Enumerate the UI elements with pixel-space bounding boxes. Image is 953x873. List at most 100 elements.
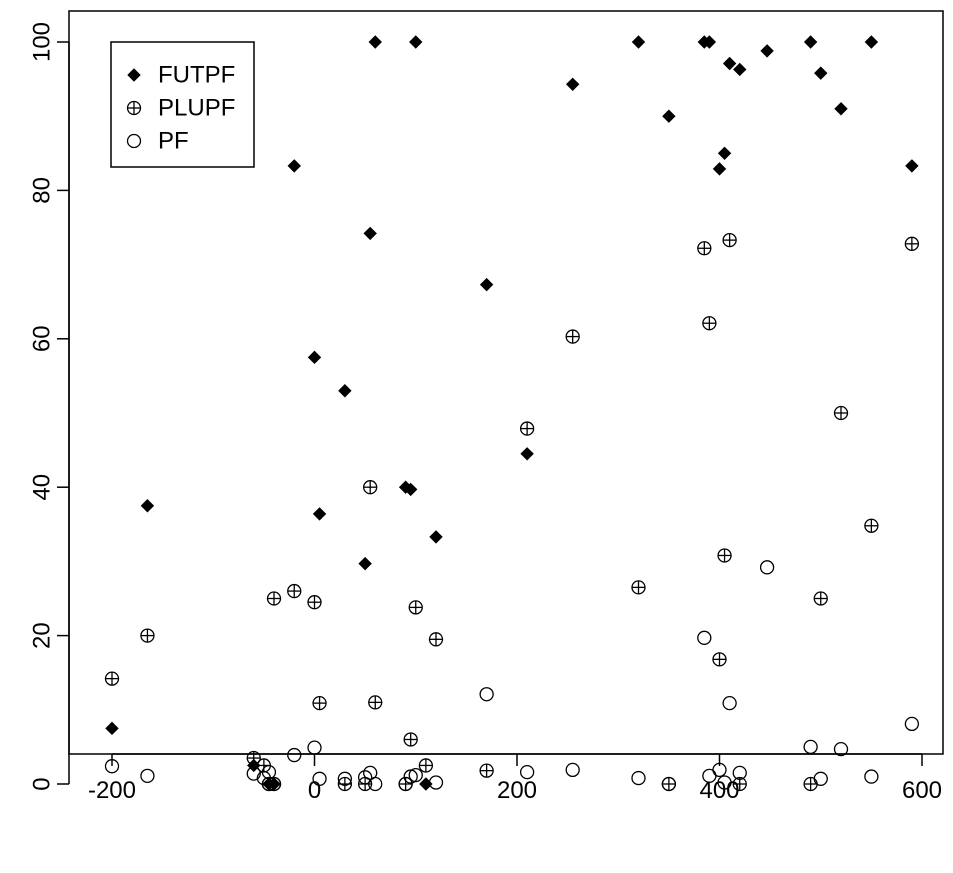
y-tick-label: 60 — [29, 325, 56, 352]
data-point-pf — [261, 776, 277, 792]
data-point-plupf — [266, 591, 282, 606]
data-point-pf — [307, 740, 322, 755]
data-point-plupf — [519, 421, 535, 436]
data-point-plupf — [418, 758, 434, 773]
data-point-plupf — [479, 763, 494, 778]
data-point-plupf — [408, 600, 423, 615]
legend-label-futpf: FUTPF — [158, 62, 235, 89]
y-tick-label: 100 — [29, 22, 56, 62]
data-point-pf — [833, 741, 849, 757]
data-point-pf — [803, 739, 818, 755]
data-point-pf — [712, 762, 727, 778]
data-point-futpf — [905, 159, 919, 173]
data-point-pf — [631, 770, 646, 786]
data-point-pf — [479, 687, 494, 702]
legend-label-plupf: PLUPF — [158, 95, 235, 122]
y-axis: 0 20 40 60 80 100 — [29, 22, 70, 791]
data-point-pf — [519, 764, 535, 780]
data-point-pf — [368, 776, 383, 792]
data-point-futpf — [307, 350, 322, 365]
data-point-plupf — [904, 236, 920, 251]
x-tick-label: -200 — [88, 777, 136, 804]
data-point-futpf — [712, 162, 727, 176]
data-point-futpf — [368, 35, 382, 49]
data-point-futpf — [722, 56, 737, 71]
data-point-plupf — [813, 591, 828, 606]
series-pf — [104, 560, 920, 792]
data-point-pf — [398, 776, 413, 792]
data-point-pf — [104, 759, 120, 774]
data-point-futpf — [631, 35, 646, 49]
data-point-futpf — [338, 384, 352, 398]
data-point-futpf — [520, 447, 534, 461]
data-point-futpf — [105, 721, 119, 736]
x-tick-label: 200 — [497, 777, 537, 804]
data-point-plupf — [287, 583, 302, 599]
data-point-pf — [697, 630, 712, 645]
legend-marker-plupf — [126, 100, 142, 116]
data-point-futpf — [662, 109, 676, 123]
data-point-pf — [246, 766, 261, 781]
data-point-plupf — [631, 580, 646, 595]
data-point-plupf — [803, 776, 818, 792]
data-point-pf — [661, 776, 677, 792]
y-tick-label: 0 — [29, 777, 56, 790]
data-point-futpf — [403, 482, 418, 497]
data-point-plupf — [403, 732, 418, 747]
data-point-futpf — [814, 66, 828, 80]
data-points — [104, 35, 920, 792]
data-point-pf — [864, 769, 879, 784]
data-point-plupf — [312, 695, 327, 711]
data-point-futpf — [733, 62, 747, 77]
data-point-pf — [408, 767, 423, 783]
data-point-futpf — [312, 507, 327, 521]
data-point-plupf — [864, 518, 879, 533]
data-point-futpf — [140, 499, 155, 513]
legend: FUTPF PLUPF PF — [110, 41, 255, 168]
data-point-futpf — [702, 35, 717, 49]
data-point-pf — [261, 764, 277, 780]
data-point-pf — [287, 747, 302, 763]
data-point-pf — [266, 776, 282, 792]
data-point-futpf — [864, 35, 879, 49]
data-point-futpf — [760, 44, 774, 58]
data-point-plupf — [702, 316, 717, 331]
legend-marker-pf — [126, 133, 142, 149]
data-point-pf — [140, 768, 155, 783]
data-point-pf — [759, 560, 775, 575]
y-tick-label: 20 — [29, 622, 56, 649]
data-point-pf — [565, 762, 580, 778]
data-point-futpf — [358, 556, 372, 571]
data-point-plupf — [722, 232, 737, 248]
data-point-futpf — [429, 530, 443, 544]
data-point-plupf — [717, 548, 732, 563]
data-point-futpf — [565, 77, 580, 92]
y-tick-label: 80 — [29, 177, 56, 204]
data-point-pf — [312, 771, 327, 786]
data-point-futpf — [363, 226, 377, 241]
data-point-plupf — [363, 480, 378, 495]
data-point-pf — [428, 775, 444, 790]
data-point-pf — [337, 771, 353, 786]
data-point-plupf — [833, 405, 849, 421]
legend-label-pf: PF — [158, 128, 189, 155]
data-point-futpf — [717, 146, 732, 161]
data-point-plupf — [712, 652, 727, 667]
data-point-plupf — [697, 241, 712, 256]
data-point-pf — [722, 695, 737, 711]
data-point-futpf — [287, 159, 301, 173]
legend-marker-futpf — [127, 68, 141, 82]
data-point-pf — [813, 771, 828, 786]
data-point-plupf — [565, 329, 580, 344]
y-tick-label: 40 — [29, 474, 56, 501]
data-point-pf — [357, 770, 373, 785]
x-tick-label: 600 — [902, 777, 942, 804]
data-point-futpf — [834, 102, 848, 116]
data-point-plupf — [368, 695, 383, 710]
series-plupf — [104, 232, 920, 792]
data-point-plupf — [104, 671, 120, 686]
x-tick-label: 0 — [308, 777, 321, 804]
data-point-pf — [904, 716, 920, 732]
data-point-plupf — [140, 628, 155, 643]
